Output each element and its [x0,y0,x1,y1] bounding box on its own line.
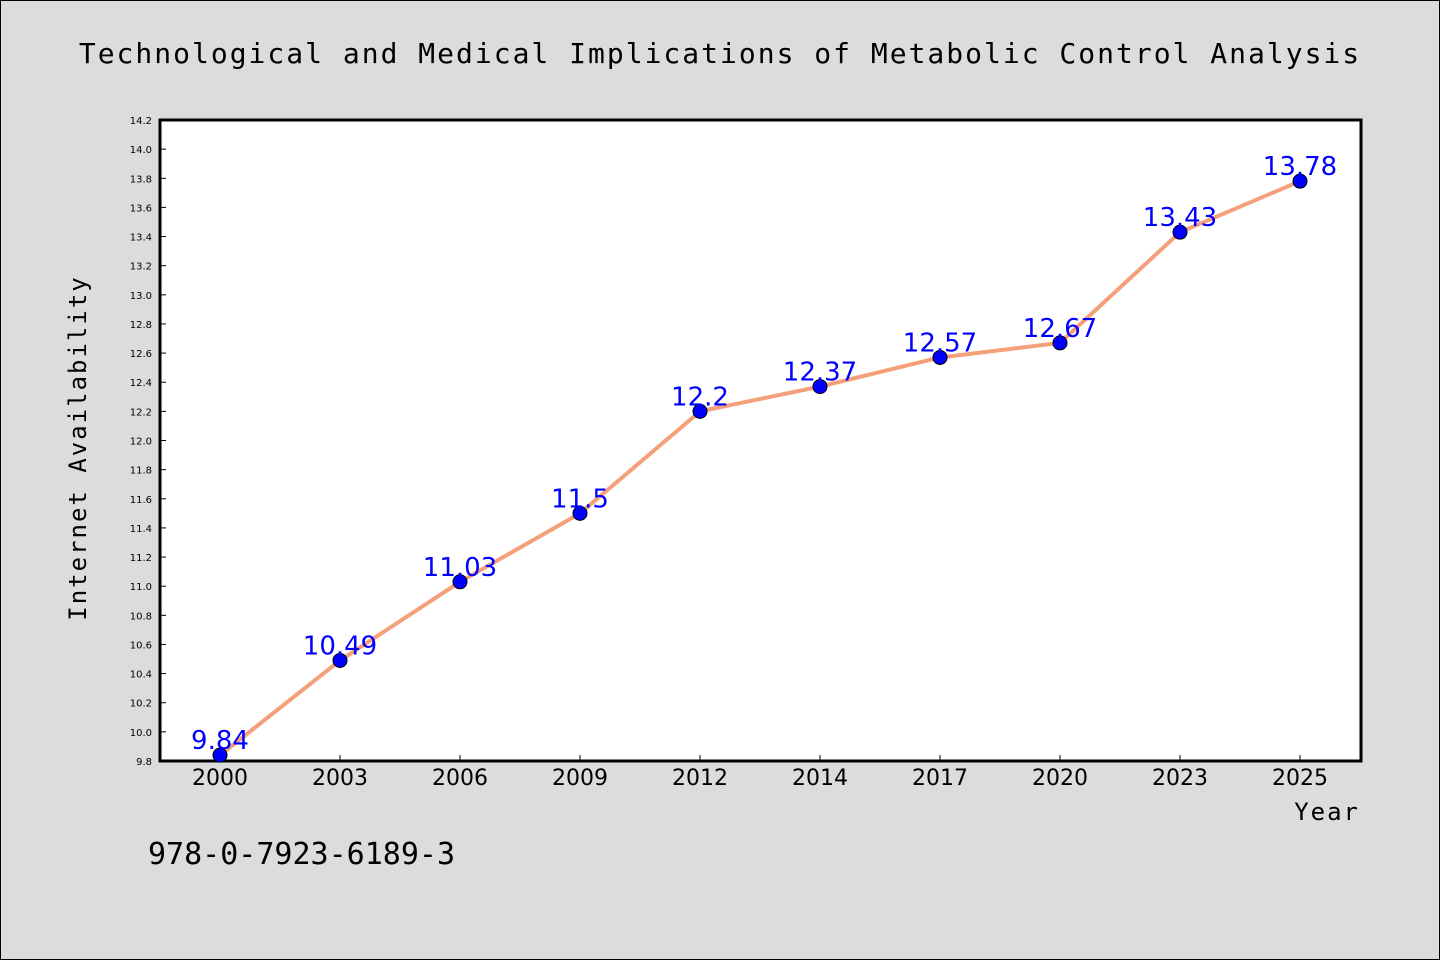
y-tick-label: 10.8 [130,611,152,622]
x-tick-label: 2009 [552,766,608,791]
y-tick-label: 10.0 [130,728,152,739]
y-tick-label: 13.8 [130,174,152,185]
x-axis-label: Year [1294,798,1360,826]
x-tick-label: 2017 [912,766,968,791]
y-tick-label: 13.2 [130,262,152,273]
x-tick-label: 2023 [1152,766,1208,791]
y-tick-label: 10.4 [130,670,152,681]
data-point [1292,173,1308,189]
y-tick-label: 13.4 [130,233,152,244]
x-tick-label: 2014 [792,766,848,791]
y-axis-ticks: 9.8 10.0 10.2 10.4 10.6 10.8 11.0 11.2 11.4 11.6 1… [130,116,166,768]
y-tick-label: 9.8 [136,757,152,768]
data-label: 9.84 [191,726,249,756]
data-point [452,574,468,590]
y-tick-label: 13.0 [130,291,152,302]
x-tick-label: 2006 [432,766,488,791]
y-tick-label: 11.6 [130,495,152,506]
x-tick-label: 2020 [1032,766,1088,791]
y-tick-label: 11.2 [130,553,152,564]
y-tick-label: 12.6 [130,349,152,360]
data-point [572,505,588,521]
data-point [212,747,228,763]
y-tick-label: 13.6 [130,203,152,214]
plot-area [158,118,1363,763]
data-label: 12.37 [783,358,857,388]
y-tick-label: 14.2 [130,116,152,127]
x-tick-label: 2012 [672,766,728,791]
x-axis-ticks: 2000 2003 2006 2009 2012 2014 2017 2020 2023 2025 [192,755,1328,791]
x-tick-label: 2000 [192,766,248,791]
isbn-text: 978-0-7923-6189-3 [148,837,455,872]
data-label: 10.49 [303,631,377,661]
y-tick-label: 12.4 [130,378,152,389]
y-tick-label: 12.0 [130,437,152,448]
data-point [332,652,348,668]
y-tick-label: 12.2 [130,407,152,418]
y-tick-label: 11.8 [130,466,152,477]
series-layer [212,173,1308,763]
y-tick-label: 10.6 [130,640,152,651]
x-tick-label: 2003 [312,766,368,791]
chart-title: Technological and Medical Implications o… [79,37,1361,70]
series-line [218,179,1301,757]
data-label: 11.5 [551,484,609,514]
data-point [1172,224,1188,240]
data-label: 11.03 [423,553,497,583]
data-point [812,379,828,395]
x-tick-label: 2025 [1272,766,1328,791]
data-label: 13.43 [1143,203,1217,233]
data-label: 12.57 [903,328,977,358]
y-tick-label: 14.0 [130,145,152,156]
data-label: 13.78 [1263,152,1337,182]
data-point [1052,335,1068,351]
data-point [932,349,948,365]
data-point [692,403,708,419]
y-axis-label: Internet Availability [64,275,92,620]
data-label: 12.67 [1023,314,1097,344]
data-labels-layer: 9.84 10.49 11.03 11.5 12.2 12.37 12.57 12.67 13.… [191,152,1337,756]
y-tick-label: 10.2 [130,699,152,710]
y-tick-label: 12.8 [130,320,152,331]
y-tick-label: 11.4 [130,524,152,535]
data-label: 12.2 [671,382,729,412]
y-tick-label: 11.0 [130,582,152,593]
